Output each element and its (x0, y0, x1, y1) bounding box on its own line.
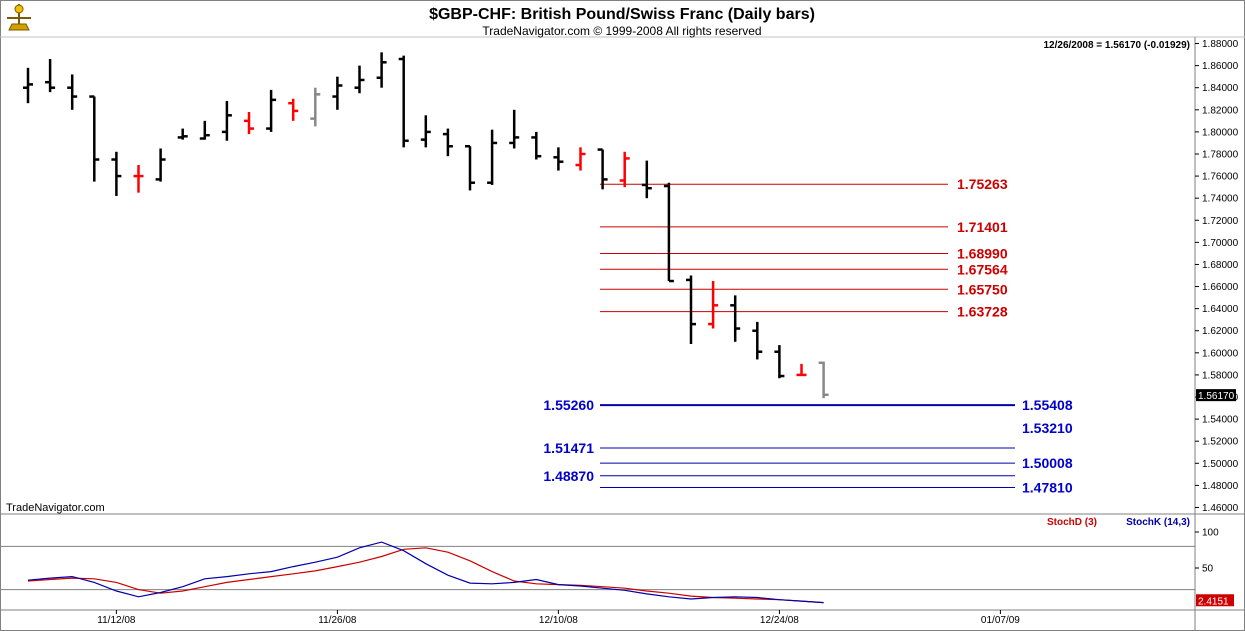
ohlc-bar (641, 160, 652, 199)
date-tick-label: 01/07/09 (981, 615, 1020, 626)
ohlc-bar (288, 98, 299, 121)
price-tick-label: 1.78000 (1202, 149, 1239, 160)
last-price-box (1196, 389, 1236, 402)
ohlc-bar (509, 109, 520, 149)
date-tick-label: 11/12/08 (97, 615, 136, 626)
stoch-tick-label: 50 (1202, 564, 1214, 575)
ohlc-bar (442, 128, 453, 157)
ohlc-bar (575, 147, 586, 171)
price-tick-label: 1.72000 (1202, 216, 1239, 227)
ohlc-bars (23, 52, 829, 399)
chart-title: $GBP-CHF: British Pound/Swiss Franc (Dai… (429, 6, 815, 23)
price-tick-label: 1.62000 (1202, 326, 1239, 337)
ohlc-bar (45, 58, 56, 93)
date-tick-label: 11/26/08 (318, 615, 357, 626)
ohlc-bar (398, 55, 409, 148)
support-right-label: 1.53210 (1022, 420, 1073, 436)
date-tick-label: 12/10/08 (539, 615, 578, 626)
ohlc-bar (111, 151, 122, 196)
last-price-label: 1.56170 (1198, 391, 1235, 402)
price-tick-label: 1.50000 (1202, 459, 1239, 470)
price-tick-label: 1.70000 (1202, 238, 1239, 249)
price-tick-label: 1.74000 (1202, 194, 1239, 205)
support-left-label: 1.55260 (543, 397, 594, 413)
stochastic-panel: 100 50 2.4151 (0, 528, 1234, 607)
price-tick-label: 1.82000 (1202, 105, 1239, 116)
ohlc-bar (796, 363, 807, 377)
ohlc-bar (465, 145, 475, 191)
price-tick-label: 1.68000 (1202, 260, 1239, 271)
price-tick-label: 1.46000 (1202, 503, 1239, 514)
support-right-label: 1.50008 (1022, 455, 1073, 471)
support-left-label: 1.51471 (543, 440, 594, 456)
ohlc-bar (310, 87, 321, 127)
watermark-text: TradeNavigator.com (6, 502, 105, 514)
ohlc-bar (266, 89, 277, 132)
ohlc-bar (332, 76, 343, 110)
stoch-tick-label: 100 (1202, 528, 1219, 539)
resistance-label: 1.75263 (957, 176, 1008, 192)
stoch-series-line (27, 547, 824, 604)
last-quote-readout: 12/26/2008 = 1.56170 (-0.01929) (1043, 40, 1190, 51)
price-tick-label: 1.48000 (1202, 481, 1239, 492)
ohlc-bar (686, 275, 696, 344)
support-left-label: 1.48870 (543, 468, 594, 484)
ohlc-bar (133, 165, 144, 193)
price-tick-label: 1.84000 (1202, 83, 1239, 94)
ohlc-bar (663, 182, 674, 283)
price-tick-label: 1.58000 (1202, 370, 1239, 381)
resistance-label: 1.63728 (957, 304, 1008, 320)
resistance-label: 1.67564 (957, 261, 1008, 277)
ohlc-bar (420, 115, 431, 148)
support-right-label: 1.47810 (1022, 479, 1073, 495)
ohlc-bar (177, 128, 188, 140)
ohlc-bar (708, 281, 719, 329)
ohlc-bar (155, 148, 166, 182)
price-tick-label: 1.64000 (1202, 304, 1239, 315)
price-axis: 1.88000 1.86000 1.84000 1.82000 1.80000 1.780… (1195, 39, 1239, 514)
resistance-label: 1.65750 (957, 281, 1008, 297)
ohlc-bar (67, 74, 78, 110)
ohlc-bar (774, 345, 785, 379)
chart-copyright: TradeNavigator.com © 1999-2008 All right… (482, 24, 761, 38)
ohlc-bar (244, 112, 254, 135)
price-tick-label: 1.54000 (1202, 415, 1239, 426)
price-tick-label: 1.66000 (1202, 282, 1239, 293)
ohlc-bar (199, 120, 210, 140)
ohlc-bar (531, 131, 542, 160)
legend-stochk: StochK (14,3) (1126, 517, 1190, 528)
ohlc-bar (619, 151, 630, 188)
stoch-last-label: 2.4151 (1198, 596, 1229, 607)
legend-stochd: StochD (3) (1047, 517, 1097, 528)
ohlc-bar (487, 129, 498, 185)
price-tick-label: 1.80000 (1202, 127, 1239, 138)
ohlc-bar (221, 100, 232, 141)
price-tick-label: 1.60000 (1202, 348, 1239, 359)
price-tick-label: 1.52000 (1202, 437, 1239, 448)
date-tick-label: 12/24/08 (760, 615, 799, 626)
resistance-label: 1.68990 (957, 246, 1008, 262)
stoch-last-box (1196, 594, 1234, 607)
ohlc-bar (23, 67, 33, 104)
ohlc-bar (597, 148, 608, 190)
tradenavigator-logo-icon (3, 2, 35, 34)
price-tick-label: 1.86000 (1202, 61, 1239, 72)
stoch-series-line (27, 541, 824, 604)
ohlc-bar (376, 52, 387, 88)
ohlc-bar (752, 321, 763, 360)
ohlc-bar (89, 95, 100, 182)
ohlc-bar (354, 65, 365, 94)
ohlc-bar (730, 295, 741, 342)
resistance-label: 1.71401 (957, 219, 1008, 235)
ohlc-bar (553, 147, 564, 171)
ohlc-bar (818, 361, 829, 399)
support-right-label: 1.55408 (1022, 397, 1073, 413)
date-axis: 11/12/08 11/26/08 12/10/08 12/24/08 01/07/09 (97, 610, 1020, 626)
price-tick-label: 1.88000 (1202, 39, 1239, 50)
price-tick-label: 1.76000 (1202, 172, 1239, 183)
